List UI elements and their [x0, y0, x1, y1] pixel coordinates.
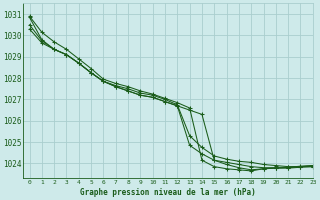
X-axis label: Graphe pression niveau de la mer (hPa): Graphe pression niveau de la mer (hPa)	[80, 188, 256, 197]
